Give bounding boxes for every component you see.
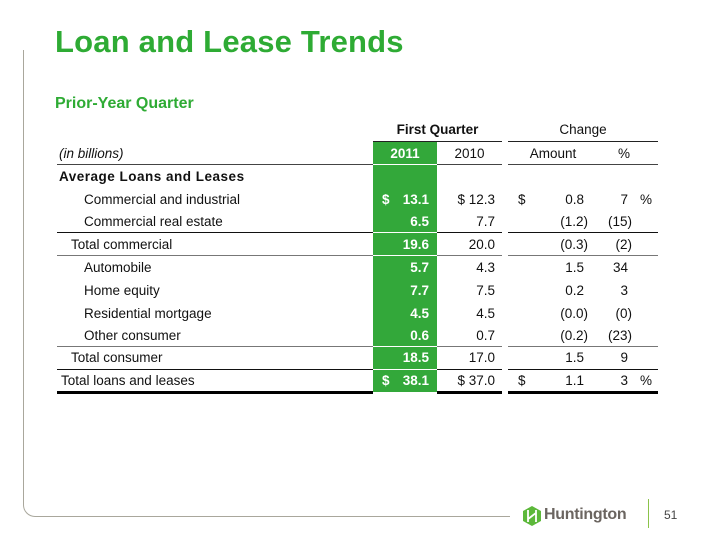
header-rule-change bbox=[508, 164, 658, 165]
currency-sign-amount: $ bbox=[518, 373, 526, 388]
value-2010: $ 37.0 bbox=[457, 373, 495, 388]
value-2010: 17.0 bbox=[468, 350, 495, 365]
value-2011: 38.1 bbox=[402, 373, 429, 388]
value-2010: 7.5 bbox=[476, 283, 495, 298]
highlight-column-2011 bbox=[373, 142, 437, 392]
value-2011: 4.5 bbox=[410, 306, 429, 321]
header-rule-2010 bbox=[437, 164, 502, 165]
row-label: Other consumer bbox=[84, 328, 181, 343]
value-2010: 4.3 bbox=[476, 260, 495, 275]
section-label: Average Loans and Leases bbox=[59, 169, 245, 184]
change-amount: 0.2 bbox=[565, 283, 584, 298]
value-2011: 7.7 bbox=[410, 283, 429, 298]
grand-total-rule-change bbox=[508, 391, 658, 394]
row-label: Total loans and leases bbox=[61, 373, 195, 388]
row-label: Home equity bbox=[84, 283, 160, 298]
change-pct: 7 bbox=[620, 192, 628, 207]
row-label: Total consumer bbox=[71, 350, 163, 365]
row-label: Automobile bbox=[84, 260, 152, 275]
value-2010: 7.7 bbox=[476, 214, 495, 229]
rule-2010 bbox=[437, 255, 502, 256]
rule-2010 bbox=[437, 346, 502, 347]
rule-change bbox=[508, 369, 658, 370]
logo-text: Huntington bbox=[544, 506, 627, 523]
underline-change bbox=[508, 141, 658, 142]
value-2010: 0.7 bbox=[476, 328, 495, 343]
change-pct: 34 bbox=[612, 260, 628, 275]
grand-total-rule-2010 bbox=[437, 391, 502, 394]
huntington-hexagon-icon bbox=[523, 506, 541, 526]
rule-green bbox=[373, 255, 437, 256]
col-header-pct: % bbox=[617, 146, 630, 161]
change-pct: (0) bbox=[615, 306, 633, 321]
rule-after-total-commercial bbox=[57, 255, 373, 256]
change-amount: 1.5 bbox=[565, 260, 584, 275]
row-label: Commercial and industrial bbox=[84, 192, 241, 207]
huntington-logo: Huntington bbox=[522, 506, 632, 526]
change-pct: (15) bbox=[607, 214, 632, 229]
rule-before-total-commercial bbox=[57, 232, 373, 233]
change-pct: (2) bbox=[615, 237, 633, 252]
group-header-first-quarter: First Quarter bbox=[396, 122, 479, 137]
slide-title: Loan and Lease Trends bbox=[55, 24, 404, 59]
rule-green bbox=[373, 232, 437, 233]
footer-divider bbox=[648, 499, 649, 528]
value-2011: 18.5 bbox=[402, 350, 429, 365]
units-label: (in billions) bbox=[59, 146, 124, 161]
col-header-2011: 2011 bbox=[390, 146, 420, 161]
pct-sign: % bbox=[640, 373, 653, 388]
change-amount: (0.2) bbox=[560, 328, 588, 343]
change-pct: (23) bbox=[607, 328, 632, 343]
grand-total-double-rule-left bbox=[57, 391, 373, 394]
header-rule-left bbox=[57, 164, 373, 165]
row-label: Total commercial bbox=[71, 237, 173, 252]
value-2011: 13.1 bbox=[402, 192, 429, 207]
frame-left-border bbox=[23, 50, 24, 490]
rule-before-grand-total bbox=[57, 369, 373, 370]
header-rule-green bbox=[373, 164, 437, 165]
change-amount: (0.3) bbox=[560, 237, 588, 252]
rule-2010 bbox=[437, 369, 502, 370]
rule-green bbox=[373, 369, 437, 370]
slide-subtitle: Prior-Year Quarter bbox=[55, 95, 194, 112]
currency-sign-2011: $ bbox=[382, 192, 390, 207]
change-amount: (1.2) bbox=[560, 214, 588, 229]
group-header-change: Change bbox=[559, 122, 607, 137]
col-header-2010: 2010 bbox=[454, 146, 485, 161]
change-pct: 9 bbox=[620, 350, 628, 365]
change-pct: 3 bbox=[620, 283, 628, 298]
frame-bottom-border bbox=[46, 516, 510, 517]
rule-green bbox=[373, 346, 437, 347]
change-amount: 0.8 bbox=[565, 192, 584, 207]
row-label: Commercial real estate bbox=[84, 214, 223, 229]
underline-first-quarter bbox=[373, 141, 502, 142]
value-2011: 0.6 bbox=[410, 328, 429, 343]
value-2010: $ 12.3 bbox=[457, 192, 495, 207]
value-2010: 4.5 bbox=[476, 306, 495, 321]
page-number: 51 bbox=[664, 508, 678, 522]
change-amount: 1.5 bbox=[565, 350, 584, 365]
value-2010: 20.0 bbox=[468, 237, 495, 252]
rule-2010 bbox=[437, 232, 502, 233]
col-header-amount: Amount bbox=[529, 146, 577, 161]
change-amount: (0.0) bbox=[560, 306, 588, 321]
change-pct: 3 bbox=[620, 373, 628, 388]
value-2011: 19.6 bbox=[402, 237, 429, 252]
value-2011: 6.5 bbox=[410, 214, 429, 229]
change-amount: 1.1 bbox=[565, 373, 584, 388]
rule-before-total-consumer bbox=[57, 346, 373, 347]
currency-sign-amount: $ bbox=[518, 192, 526, 207]
rule-change bbox=[508, 346, 658, 347]
frame-corner bbox=[23, 478, 47, 517]
row-label: Residential mortgage bbox=[84, 306, 212, 321]
pct-sign: % bbox=[640, 192, 653, 207]
rule-change bbox=[508, 232, 658, 233]
rule-change bbox=[508, 255, 658, 256]
currency-sign-2011: $ bbox=[382, 373, 390, 388]
value-2011: 5.7 bbox=[410, 260, 429, 275]
